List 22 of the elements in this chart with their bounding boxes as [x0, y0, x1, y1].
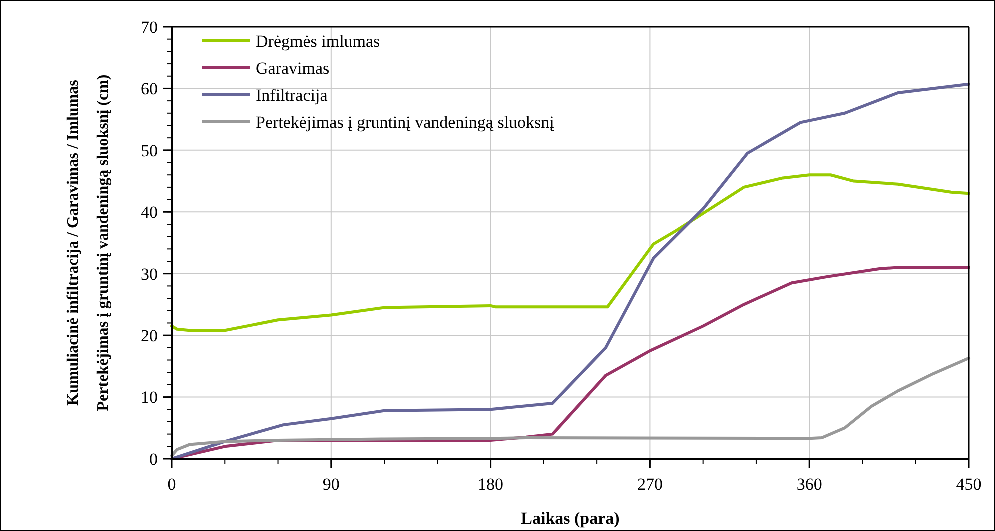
legend-label: Drėgmės imlumas: [256, 32, 380, 51]
line-series: [170, 174, 970, 332]
y-tick-label: 70: [141, 18, 158, 37]
y-tick-label: 20: [141, 326, 158, 346]
y-axis-title: Kumuliacinė infiltracija / Garavimas / Imlumas Pertekėjimas į gruntinį vandeningą sluoksnį (cm): [65, 74, 112, 412]
y-tick-label: 10: [141, 388, 158, 408]
y-tick-label: 50: [141, 141, 158, 160]
y-tick-label: 60: [141, 80, 158, 99]
x-tick-label: 270: [637, 475, 663, 494]
line-series: [170, 356, 970, 458]
legend-label: Infiltracija: [256, 86, 328, 105]
y-tick-label: 40: [141, 203, 158, 222]
x-axis-title: Laikas (para): [521, 509, 620, 528]
x-tick-label: 450: [956, 475, 982, 494]
legend-label: Garavimas: [256, 58, 330, 78]
x-tick-label: 360: [796, 475, 822, 494]
x-tick-label: 0: [168, 475, 176, 494]
y-tick-label: 30: [141, 264, 158, 284]
x-tick-label: 90: [322, 475, 340, 494]
x-tick-label: 180: [478, 475, 504, 494]
y-tick-label: 0: [150, 450, 158, 469]
legend-label: Pertekėjimas į gruntinį vandeningą sluoksnį: [256, 112, 555, 132]
